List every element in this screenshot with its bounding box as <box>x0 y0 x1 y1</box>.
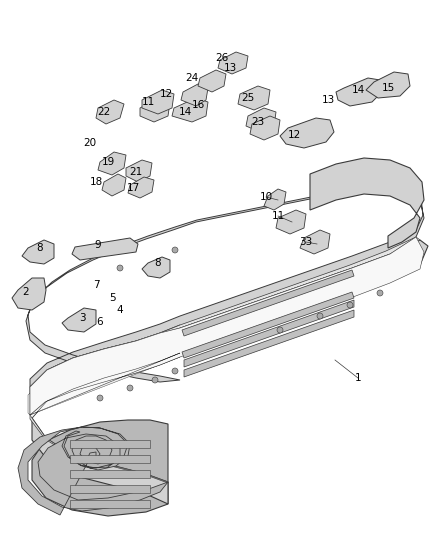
Text: 10: 10 <box>259 192 272 202</box>
Circle shape <box>117 265 123 271</box>
Text: 12: 12 <box>159 89 173 99</box>
Text: 2: 2 <box>23 287 29 297</box>
Polygon shape <box>128 177 154 198</box>
Circle shape <box>347 302 353 308</box>
Text: 3: 3 <box>79 313 85 323</box>
Circle shape <box>127 385 133 391</box>
Polygon shape <box>12 278 46 310</box>
Text: 8: 8 <box>37 243 43 253</box>
Text: 13: 13 <box>321 95 335 105</box>
Polygon shape <box>30 237 424 418</box>
Text: 14: 14 <box>178 107 192 117</box>
Polygon shape <box>30 237 420 483</box>
Polygon shape <box>98 152 126 175</box>
Polygon shape <box>184 310 354 377</box>
Text: 5: 5 <box>109 293 115 303</box>
Polygon shape <box>26 183 424 387</box>
Text: 22: 22 <box>97 107 111 117</box>
Text: 11: 11 <box>272 211 285 221</box>
Polygon shape <box>28 237 416 415</box>
Polygon shape <box>70 455 150 463</box>
Circle shape <box>377 290 383 296</box>
Text: 8: 8 <box>155 258 161 268</box>
Text: 23: 23 <box>251 117 265 127</box>
Text: 26: 26 <box>215 53 229 63</box>
Polygon shape <box>70 485 150 493</box>
Text: 25: 25 <box>241 93 254 103</box>
Polygon shape <box>276 210 306 234</box>
Circle shape <box>277 327 283 333</box>
Polygon shape <box>102 174 126 196</box>
Polygon shape <box>198 70 226 92</box>
Text: 12: 12 <box>287 130 300 140</box>
Polygon shape <box>310 158 424 248</box>
Polygon shape <box>218 52 248 74</box>
Circle shape <box>317 313 323 319</box>
Polygon shape <box>300 230 330 254</box>
Text: 9: 9 <box>95 240 101 250</box>
Circle shape <box>172 247 178 253</box>
Polygon shape <box>142 90 174 114</box>
Text: 18: 18 <box>89 177 102 187</box>
Polygon shape <box>32 420 168 516</box>
Text: 6: 6 <box>97 317 103 327</box>
Polygon shape <box>126 160 152 182</box>
Text: 19: 19 <box>101 157 115 167</box>
Text: 13: 13 <box>223 63 237 73</box>
Polygon shape <box>18 427 168 515</box>
Text: 1: 1 <box>355 373 361 383</box>
Text: 20: 20 <box>83 138 96 148</box>
Polygon shape <box>238 86 270 110</box>
Circle shape <box>172 368 178 374</box>
Polygon shape <box>182 270 354 336</box>
Polygon shape <box>366 72 410 98</box>
Text: 24: 24 <box>185 73 198 83</box>
Circle shape <box>97 395 103 401</box>
Polygon shape <box>32 240 428 504</box>
Text: 21: 21 <box>129 167 143 177</box>
Polygon shape <box>250 116 280 140</box>
Polygon shape <box>172 98 208 122</box>
Text: 33: 33 <box>300 237 313 247</box>
Polygon shape <box>336 78 382 106</box>
Polygon shape <box>140 98 170 122</box>
Polygon shape <box>72 238 138 260</box>
Text: 7: 7 <box>93 280 99 290</box>
Text: 11: 11 <box>141 97 155 107</box>
Polygon shape <box>264 189 286 210</box>
Polygon shape <box>142 257 170 278</box>
Polygon shape <box>184 300 354 367</box>
Polygon shape <box>70 500 150 508</box>
Polygon shape <box>70 470 150 478</box>
Text: 4: 4 <box>117 305 124 315</box>
Polygon shape <box>182 292 354 358</box>
Polygon shape <box>280 118 334 148</box>
Polygon shape <box>70 440 150 448</box>
Polygon shape <box>62 308 96 332</box>
Polygon shape <box>96 100 124 124</box>
Polygon shape <box>246 108 276 132</box>
Polygon shape <box>22 240 54 264</box>
Polygon shape <box>181 84 208 106</box>
Text: 16: 16 <box>191 100 205 110</box>
Text: 14: 14 <box>351 85 364 95</box>
Circle shape <box>152 377 158 383</box>
Text: 15: 15 <box>381 83 395 93</box>
Text: 17: 17 <box>127 183 140 193</box>
